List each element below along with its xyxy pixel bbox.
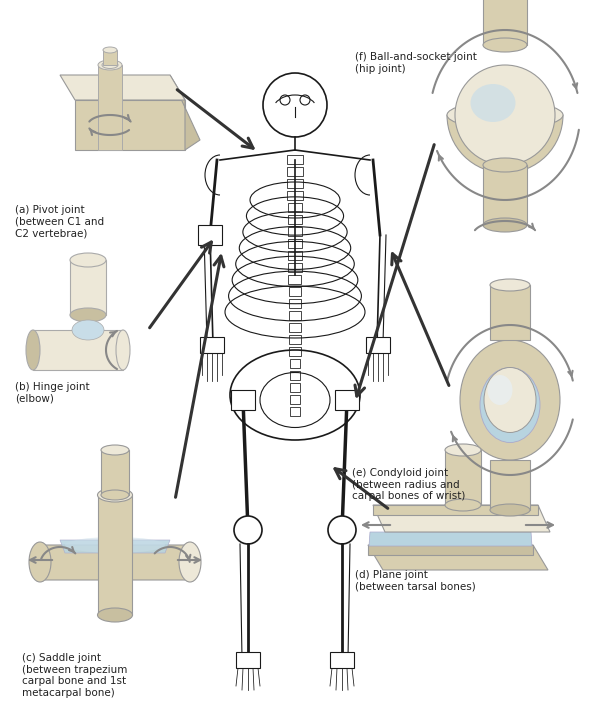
Polygon shape <box>101 450 129 495</box>
Polygon shape <box>483 0 527 45</box>
Bar <box>289 263 302 272</box>
Wedge shape <box>447 115 563 173</box>
Ellipse shape <box>460 340 560 460</box>
Bar <box>198 225 222 245</box>
Bar <box>287 191 302 200</box>
Ellipse shape <box>98 60 122 70</box>
Circle shape <box>455 65 555 165</box>
Bar <box>335 390 359 410</box>
Bar <box>288 251 302 260</box>
Ellipse shape <box>483 38 527 52</box>
Ellipse shape <box>116 330 130 370</box>
Ellipse shape <box>29 542 51 582</box>
Polygon shape <box>490 460 530 510</box>
Polygon shape <box>170 75 200 150</box>
Polygon shape <box>75 100 185 150</box>
Polygon shape <box>490 285 530 340</box>
Ellipse shape <box>72 320 104 340</box>
Bar <box>290 395 300 404</box>
Bar <box>288 239 302 248</box>
Ellipse shape <box>480 368 540 443</box>
Bar <box>288 227 302 236</box>
Polygon shape <box>103 50 117 65</box>
Ellipse shape <box>445 444 481 456</box>
Bar <box>289 287 301 296</box>
Bar <box>289 299 301 308</box>
Bar <box>231 390 255 410</box>
Polygon shape <box>70 260 106 315</box>
Ellipse shape <box>490 279 530 291</box>
Ellipse shape <box>101 445 129 455</box>
Ellipse shape <box>98 608 133 622</box>
Polygon shape <box>368 545 548 570</box>
Polygon shape <box>60 75 185 100</box>
Polygon shape <box>33 330 123 370</box>
Bar <box>330 652 354 668</box>
Ellipse shape <box>70 308 106 322</box>
Bar <box>200 337 224 353</box>
Ellipse shape <box>70 253 106 267</box>
Ellipse shape <box>103 47 117 53</box>
Polygon shape <box>35 545 195 580</box>
Polygon shape <box>369 532 532 546</box>
Text: (b) Hinge joint
(elbow): (b) Hinge joint (elbow) <box>15 382 89 403</box>
Bar <box>288 215 302 224</box>
Ellipse shape <box>445 499 481 511</box>
Circle shape <box>234 516 262 544</box>
Ellipse shape <box>102 61 118 69</box>
Ellipse shape <box>101 490 129 500</box>
Bar <box>289 275 301 284</box>
Polygon shape <box>373 505 550 532</box>
Ellipse shape <box>98 488 133 502</box>
Bar <box>287 167 303 176</box>
Polygon shape <box>98 65 122 150</box>
Polygon shape <box>445 450 481 505</box>
Polygon shape <box>368 545 533 555</box>
Text: (e) Condyloid joint
(between radius and
carpal bones of wrist): (e) Condyloid joint (between radius and … <box>352 468 466 501</box>
Bar <box>289 323 301 332</box>
Bar <box>289 311 301 320</box>
Bar <box>366 337 390 353</box>
Text: (f) Ball-and-socket joint
(hip joint): (f) Ball-and-socket joint (hip joint) <box>355 52 477 74</box>
Ellipse shape <box>490 504 530 516</box>
Bar <box>289 335 301 344</box>
Bar <box>290 371 300 380</box>
Polygon shape <box>373 505 538 515</box>
Bar <box>290 407 300 416</box>
Ellipse shape <box>483 158 527 172</box>
Ellipse shape <box>179 542 201 582</box>
Bar <box>290 383 300 392</box>
Text: (a) Pivot joint
(between C1 and
C2 vertebrae): (a) Pivot joint (between C1 and C2 verte… <box>15 205 104 238</box>
Text: (d) Plane joint
(between tarsal bones): (d) Plane joint (between tarsal bones) <box>355 570 476 591</box>
Ellipse shape <box>26 330 40 370</box>
Polygon shape <box>483 165 527 225</box>
Ellipse shape <box>484 368 536 433</box>
Bar <box>287 155 303 164</box>
Ellipse shape <box>487 375 512 405</box>
Bar <box>287 203 302 212</box>
Polygon shape <box>98 495 132 615</box>
Bar <box>289 347 301 356</box>
Ellipse shape <box>483 218 527 232</box>
Ellipse shape <box>447 101 563 129</box>
Text: (c) Saddle joint
(between trapezium
carpal bone and 1st
metacarpal bone): (c) Saddle joint (between trapezium carp… <box>22 653 127 698</box>
Polygon shape <box>60 540 170 553</box>
Bar <box>287 179 302 188</box>
Bar <box>236 652 260 668</box>
Circle shape <box>328 516 356 544</box>
Bar <box>290 359 301 368</box>
Ellipse shape <box>470 84 515 122</box>
Ellipse shape <box>65 537 165 553</box>
